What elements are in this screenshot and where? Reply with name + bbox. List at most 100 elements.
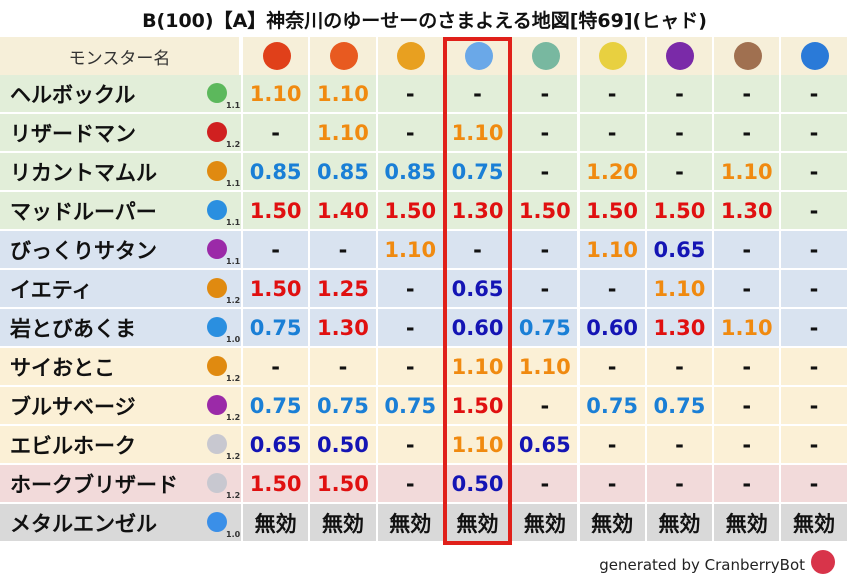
resistance-value: - — [377, 75, 443, 112]
monster-type-icon — [207, 512, 227, 532]
monster-level: 1.2 — [226, 491, 241, 500]
resistance-value: - — [579, 75, 645, 112]
resistance-value: 1.40 — [310, 192, 376, 229]
monster-name: リザードマン — [0, 114, 241, 151]
resistance-value: - — [646, 114, 713, 151]
resistance-value: 0.75 — [646, 387, 713, 424]
resistance-value: - — [377, 426, 443, 463]
resistance-value: - — [579, 270, 645, 307]
resistance-value: 1.50 — [512, 192, 578, 229]
resistance-value: 1.10 — [714, 153, 780, 190]
resistance-value: 1.10 — [310, 114, 376, 151]
resistance-value: - — [714, 426, 780, 463]
resistance-value: 0.65 — [444, 270, 511, 307]
monster-level: 1.1 — [226, 257, 241, 266]
resistance-value: 1.50 — [243, 192, 309, 229]
resistance-value: - — [714, 114, 780, 151]
resistance-value: 1.50 — [444, 387, 511, 424]
resistance-value: 無効 — [243, 504, 309, 541]
element-icon — [397, 42, 426, 70]
monster-name: リカントマムル — [0, 153, 241, 190]
resistance-value: - — [781, 192, 847, 229]
monster-type-icon — [207, 122, 227, 142]
resistance-value: - — [310, 231, 376, 268]
resistance-value: 1.50 — [310, 465, 376, 502]
monster-name: サイおとこ — [0, 348, 241, 385]
element-icon — [262, 42, 291, 70]
monster-level: 1.1 — [226, 101, 241, 110]
resistance-value: - — [646, 426, 713, 463]
resistance-value: - — [243, 231, 309, 268]
resistance-value: - — [310, 348, 376, 385]
resistance-value: - — [714, 270, 780, 307]
resistance-value: 0.85 — [310, 153, 376, 190]
resistance-value: 1.50 — [646, 192, 713, 229]
resistance-value: - — [243, 114, 309, 151]
resistance-value: 無効 — [579, 504, 645, 541]
resistance-value: - — [512, 153, 578, 190]
resistance-value: - — [781, 465, 847, 502]
resistance-value: 無効 — [646, 504, 713, 541]
monster-type-icon — [207, 83, 227, 103]
monster-type-icon — [207, 356, 227, 376]
resistance-value: - — [377, 465, 443, 502]
monster-level: 1.2 — [226, 413, 241, 422]
resistance-value: 1.30 — [310, 309, 376, 346]
resistance-value: 0.75 — [512, 309, 578, 346]
resistance-value: - — [243, 348, 309, 385]
resistance-value: 1.10 — [512, 348, 578, 385]
resistance-value: 1.30 — [714, 192, 780, 229]
element-icon — [801, 42, 830, 70]
resistance-value: - — [714, 75, 780, 112]
monster-level: 1.2 — [226, 374, 241, 383]
resistance-value: - — [377, 309, 443, 346]
resistance-value: - — [714, 231, 780, 268]
resistance-value: 1.10 — [444, 426, 511, 463]
resistance-value: - — [781, 114, 847, 151]
resistance-value: - — [512, 270, 578, 307]
monster-type-icon — [207, 317, 227, 337]
monster-type-icon — [207, 278, 227, 298]
resistance-value: 1.10 — [310, 75, 376, 112]
resistance-value: 1.25 — [310, 270, 376, 307]
resistance-value: - — [714, 348, 780, 385]
monster-level: 1.2 — [226, 452, 241, 461]
resistance-value: - — [512, 75, 578, 112]
resistance-value: - — [512, 231, 578, 268]
resistance-value: 0.60 — [444, 309, 511, 346]
resistance-value: 0.75 — [579, 387, 645, 424]
resistance-value: - — [579, 114, 645, 151]
element-icon — [329, 42, 358, 70]
resistance-value: 無効 — [310, 504, 376, 541]
monster-level: 1.1 — [226, 179, 241, 188]
monster-name: 岩とびあくま — [0, 309, 241, 346]
resistance-value: - — [781, 348, 847, 385]
resistance-value: 0.60 — [579, 309, 645, 346]
resistance-value: - — [714, 387, 780, 424]
resistance-value: 0.75 — [243, 387, 309, 424]
monster-name: びっくりサタン — [0, 231, 241, 268]
resistance-value: 0.85 — [377, 153, 443, 190]
resistance-value: - — [646, 465, 713, 502]
resistance-value: 0.85 — [243, 153, 309, 190]
resistance-value: - — [579, 348, 645, 385]
title: B(100)【A】神奈川のゆーせーのさまよえる地図[特69](ヒャド) — [142, 10, 707, 32]
resistance-value: - — [646, 75, 713, 112]
monster-name: メタルエンゼル — [0, 504, 241, 541]
monster-level: 1.0 — [226, 530, 241, 539]
resistance-value: 1.10 — [444, 114, 511, 151]
resistance-value: 0.50 — [444, 465, 511, 502]
element-icon — [733, 42, 762, 70]
monster-name: イエティ — [0, 270, 241, 307]
resistance-value: 1.30 — [646, 309, 713, 346]
resistance-value: 1.10 — [377, 231, 443, 268]
resistance-value: - — [377, 348, 443, 385]
monster-type-icon — [207, 434, 227, 454]
resistance-value: - — [377, 270, 443, 307]
resistance-value: - — [781, 309, 847, 346]
resistance-value: - — [646, 348, 713, 385]
resistance-value: 0.75 — [444, 153, 511, 190]
resistance-value: - — [646, 153, 713, 190]
monster-name: ヘルボックル — [0, 75, 241, 112]
resistance-value: 0.75 — [310, 387, 376, 424]
